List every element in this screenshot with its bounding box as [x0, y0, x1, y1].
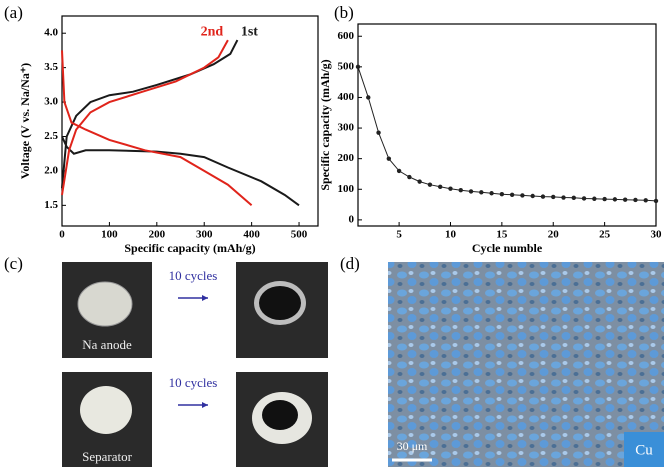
y-tick-label: 500 — [338, 60, 355, 72]
plot-frame — [358, 24, 656, 226]
series-label: 1st — [241, 24, 258, 39]
na-disk — [78, 282, 132, 326]
y-tick-label: 3.5 — [44, 61, 58, 73]
series-line — [62, 40, 252, 205]
series-line — [358, 67, 656, 201]
x-tick-label: 15 — [496, 229, 508, 241]
series-line — [62, 40, 299, 205]
sem-image — [388, 262, 664, 467]
x-axis-label: Specific capacity (mAh/g) — [124, 241, 255, 255]
y-tick-label: 300 — [338, 122, 355, 134]
photo-label: Separator — [82, 449, 132, 464]
cycled-disk — [259, 286, 301, 320]
y-tick-label: 0 — [349, 213, 355, 225]
y-axis-label: Specific capacity (mAh/g) — [318, 59, 332, 190]
photo-label: Na anode — [82, 337, 132, 352]
x-tick-label: 5 — [396, 229, 402, 241]
y-tick-label: 600 — [338, 30, 355, 42]
element-label: Cu — [635, 442, 653, 458]
panel-label: (d) — [340, 254, 360, 273]
x-tick-label: 20 — [548, 229, 560, 241]
x-tick-label: 10 — [445, 229, 457, 241]
x-tick-label: 400 — [243, 229, 260, 241]
x-tick-label: 100 — [101, 229, 118, 241]
cycled-separator — [262, 400, 298, 430]
x-tick-label: 500 — [291, 229, 308, 241]
panel-label: (a) — [4, 3, 23, 22]
arrow-head — [202, 402, 208, 408]
y-tick-label: 200 — [338, 152, 355, 164]
x-tick-label: 200 — [149, 229, 166, 241]
scale-label: 30 μm — [397, 439, 428, 453]
figure: (a) (b) (c) Na anode 10 cycles Separator… — [0, 0, 664, 467]
y-tick-label: 2.0 — [44, 164, 58, 176]
y-tick-label: 4.0 — [44, 27, 58, 39]
panel-label: (c) — [4, 254, 23, 273]
plot-frame — [62, 16, 318, 226]
series-label: 2nd — [201, 24, 224, 39]
x-axis-label: Cycle numble — [472, 241, 543, 255]
y-axis-label: Voltage (V vs. Na/Na⁺) — [18, 63, 32, 179]
y-tick-label: 400 — [338, 91, 355, 103]
arrow-head — [202, 295, 208, 301]
arrow-label: 10 cycles — [169, 375, 218, 390]
arrow-label: 10 cycles — [169, 268, 218, 283]
x-tick-label: 0 — [59, 229, 65, 241]
y-tick-label: 3.0 — [44, 96, 58, 108]
x-tick-label: 300 — [196, 229, 213, 241]
x-tick-label: 30 — [651, 229, 663, 241]
y-tick-label: 1.5 — [44, 199, 58, 211]
x-tick-label: 25 — [599, 229, 611, 241]
panel-label: (b) — [334, 3, 354, 22]
separator-disk — [80, 386, 132, 434]
y-tick-label: 100 — [338, 183, 355, 195]
y-tick-label: 2.5 — [44, 130, 58, 142]
